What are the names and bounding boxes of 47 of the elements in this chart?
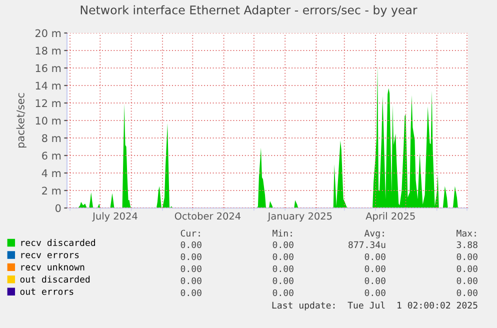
y-tick-label: 6 m xyxy=(42,152,61,160)
text: Cur: xyxy=(180,230,200,237)
text: 0.00 xyxy=(456,265,478,272)
text: Min: xyxy=(272,230,292,237)
y-tick-label: 0 xyxy=(56,204,61,212)
x-tick-label: July 2024 xyxy=(92,212,138,222)
text: 0.00 xyxy=(364,277,386,284)
text: 3.88 xyxy=(456,241,478,248)
y-tick-label: 12 m xyxy=(36,99,61,107)
text: 0.00 xyxy=(364,253,386,260)
text: 0.00 xyxy=(180,277,202,284)
text: 0.00 xyxy=(456,289,478,296)
x-tick-label: April 2025 xyxy=(366,212,415,222)
y-tick-label: 16 m xyxy=(36,64,61,72)
text: 0.00 xyxy=(180,241,202,248)
y-tick-label: 10 m xyxy=(36,116,61,125)
chart-title: Network interface Ethernet Adapter - errors/sec - by year xyxy=(80,5,418,17)
y-tick-label: 2 m xyxy=(42,186,61,194)
text: 0.00 xyxy=(456,277,478,284)
x-tick-label: October 2024 xyxy=(174,212,241,220)
legend-label: recv errors xyxy=(21,253,79,258)
text: Avg: xyxy=(364,230,384,238)
text: 0.00 xyxy=(272,265,294,272)
text: 0.00 xyxy=(364,289,386,296)
text: 0.00 xyxy=(272,253,294,260)
text: 877.34u xyxy=(348,241,386,248)
text: 0.00 xyxy=(272,277,294,284)
x-tick-label: January 2025 xyxy=(267,212,332,222)
y-tick-label: 20 m xyxy=(35,29,61,38)
text: Max: xyxy=(456,230,476,237)
text: 0.00 xyxy=(180,265,202,272)
legend-label: out errors xyxy=(20,288,74,295)
text: 0.00 xyxy=(272,289,294,296)
text: Last update: Tue Jul 1 02:00:02 2025 xyxy=(272,302,478,310)
y-tick-label: 8 m xyxy=(42,134,61,142)
legend-label: out discarded xyxy=(20,276,90,283)
legend-label: recv discarded xyxy=(21,239,95,246)
y-tick-label: 4 m xyxy=(42,169,61,177)
text: 0.00 xyxy=(456,253,478,260)
y-tick-label: 18 m xyxy=(36,46,61,55)
text: 0.00 xyxy=(364,265,386,272)
text: 0.00 xyxy=(180,289,202,296)
text: 0.00 xyxy=(272,241,294,248)
text: 0.00 xyxy=(180,253,202,260)
y-tick-label: 14 m xyxy=(36,82,61,90)
legend-label: recv unknown xyxy=(21,263,84,270)
y-axis-title: packet/sec xyxy=(16,93,26,148)
